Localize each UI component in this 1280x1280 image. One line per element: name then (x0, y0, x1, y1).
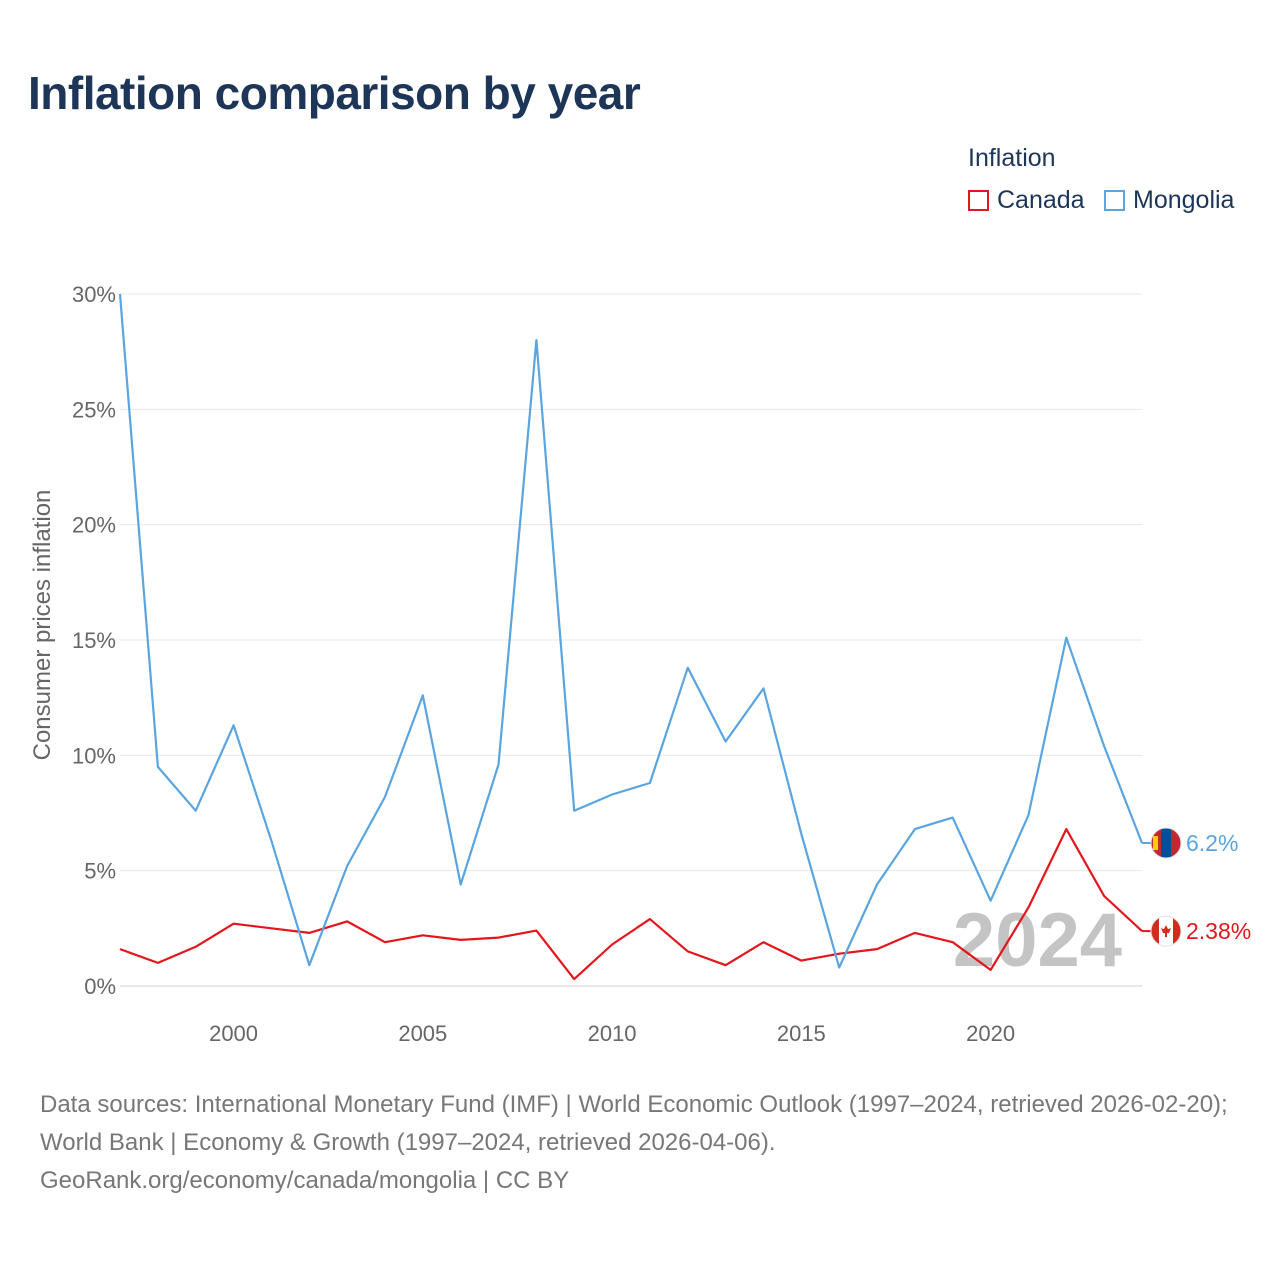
y-tick-label: 0% (84, 974, 116, 999)
x-tick-label: 2010 (588, 1021, 637, 1046)
end-label-mongolia: 6.2% (1186, 830, 1238, 856)
series-line-mongolia[interactable] (118, 293, 1144, 969)
data-sources-note: Data sources: International Monetary Fun… (40, 1091, 1228, 1156)
series-line-canada[interactable] (119, 827, 1143, 981)
flag-icon-canada (1150, 915, 1182, 947)
legend-title: Inflation (968, 144, 1056, 172)
y-tick-label: 20% (72, 513, 116, 538)
line-chart: 0% 5% 10% 15% 20% 25% 30% 2000 2005 2010 2015 2020… (29, 282, 1251, 1046)
y-tick-label: 10% (72, 743, 116, 768)
y-axis-label: Consumer prices inflation (29, 490, 56, 761)
end-markers: 2.38% 6.2% (1142, 827, 1251, 947)
series-lines (118, 293, 1144, 981)
legend-item-mongolia[interactable]: Mongolia (1104, 186, 1234, 215)
end-label-canada: 2.38% (1186, 918, 1251, 944)
footer: Data sources: International Monetary Fun… (40, 1086, 1250, 1200)
y-tick-label: 30% (72, 282, 116, 307)
flag-icon-mongolia (1150, 827, 1182, 859)
legend-swatch-canada (968, 190, 989, 211)
y-tick-label: 25% (72, 397, 116, 422)
x-tick-label: 2005 (398, 1021, 447, 1046)
legend-label-mongolia: Mongolia (1133, 186, 1235, 214)
x-tick-label: 2015 (777, 1021, 826, 1046)
legend-label-canada: Canada (997, 186, 1085, 214)
y-tick-label: 15% (72, 628, 116, 653)
chart-title: Inflation comparison by year (28, 67, 641, 119)
credit-link[interactable]: GeoRank.org/economy/canada/mongolia | CC… (40, 1167, 570, 1194)
x-axis-ticks: 2000 2005 2010 2015 2020 (209, 1021, 1015, 1046)
legend-item-canada[interactable]: Canada (968, 186, 1085, 215)
legend-swatch-mongolia (1104, 190, 1125, 211)
gridlines (120, 293, 1142, 987)
y-tick-label: 5% (84, 859, 116, 884)
x-tick-label: 2020 (966, 1021, 1015, 1046)
x-tick-label: 2000 (209, 1021, 258, 1046)
y-axis-ticks: 0% 5% 10% 15% 20% 25% 30% (72, 282, 116, 999)
year-watermark: 2024 (953, 898, 1122, 983)
